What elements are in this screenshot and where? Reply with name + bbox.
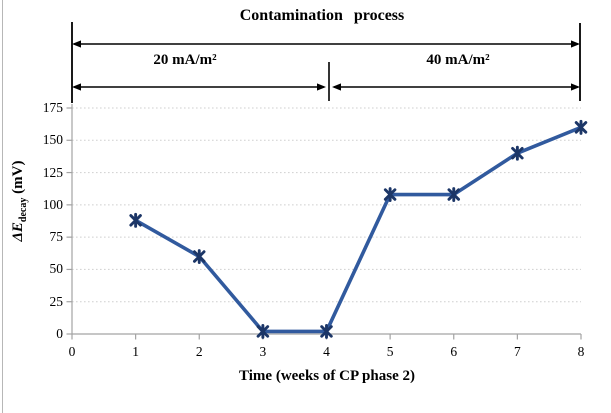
data-series xyxy=(133,125,583,334)
data-point-marker-week-4 xyxy=(320,323,333,339)
y-axis-title: ΔEdecay (mV) xyxy=(6,126,30,276)
y-tick-label: 50 xyxy=(49,261,64,277)
data-point-marker-week-1 xyxy=(129,212,142,228)
axes xyxy=(71,104,581,335)
x-tick-label: 0 xyxy=(68,344,76,359)
tick-marks xyxy=(66,107,582,340)
data-point-marker-week-5 xyxy=(383,187,397,202)
data-point-marker-week-6 xyxy=(447,187,460,202)
gridlines xyxy=(72,107,581,303)
data-point-marker-week-2 xyxy=(192,249,206,264)
data-series-line xyxy=(133,125,583,334)
x-tick-label: 8 xyxy=(577,344,585,359)
y-axis-subscript: decay xyxy=(18,197,29,223)
x-tick-label: 1 xyxy=(132,344,139,359)
y-tick-label: 175 xyxy=(42,100,63,115)
data-point-marker-week-7 xyxy=(511,145,524,161)
data-point-marker-week-8 xyxy=(574,119,588,135)
y-axis-symbol: ΔE xyxy=(10,222,26,242)
x-tick-label: 6 xyxy=(450,344,458,359)
y-tick-label: 150 xyxy=(42,132,63,148)
y-tick-label: 0 xyxy=(56,326,63,341)
annotation-title: Contamination process xyxy=(239,7,405,24)
left-edge-line xyxy=(2,0,3,413)
x-tick-label: 7 xyxy=(514,344,521,359)
y-tick-label: 125 xyxy=(42,164,63,180)
data-point-markers xyxy=(129,119,588,339)
annotation-arrows xyxy=(71,22,581,103)
x-tick-label: 3 xyxy=(259,344,267,359)
y-tick-label: 75 xyxy=(49,229,64,245)
x-tick-label: 5 xyxy=(386,344,394,359)
x-tick-label: 2 xyxy=(195,344,203,359)
y-axis-unit: (mV) xyxy=(10,160,26,198)
data-point-marker-week-3 xyxy=(256,323,270,339)
phase1-current-density-label: 20 mA/m² xyxy=(153,52,217,68)
phase2-current-density-label: 40 mA/m² xyxy=(426,52,490,68)
x-axis-title: Time (weeks of CP phase 2) xyxy=(239,368,415,384)
y-tick-label: 100 xyxy=(42,196,63,212)
y-tick-label: 25 xyxy=(49,293,64,309)
x-tick-label: 4 xyxy=(323,344,330,359)
